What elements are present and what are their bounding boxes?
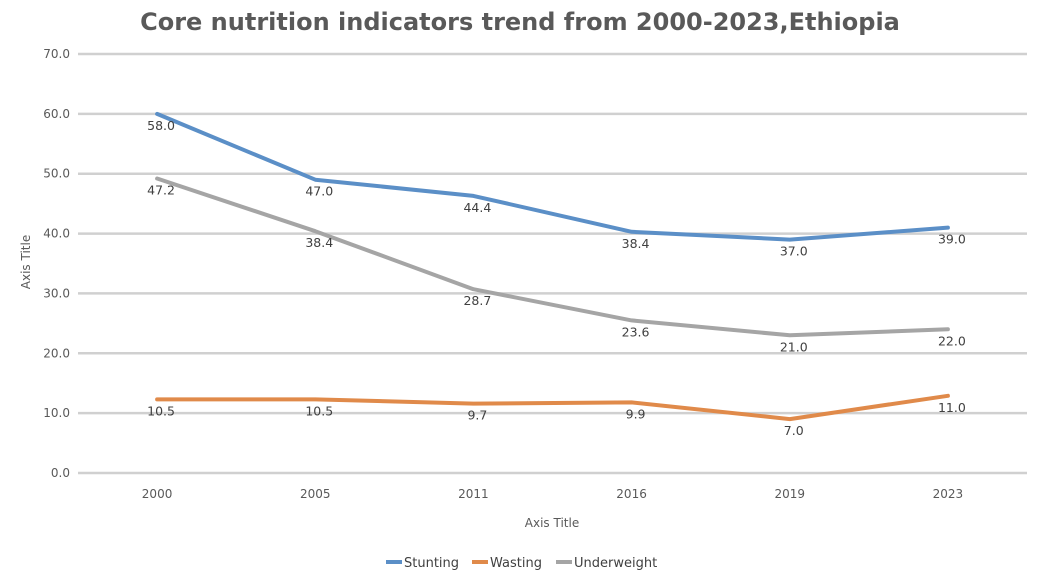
y-axis-title: Axis Title [19, 235, 33, 289]
data-label: 22.0 [938, 333, 966, 348]
data-label: 23.6 [622, 324, 650, 339]
data-labels: 58.0 47.0 44.4 38.4 37.0 39.0 10.5 10.5 9.7 9.9 7.… [147, 118, 966, 438]
series-lines [155, 111, 950, 422]
x-tick-label: 2000 [142, 487, 173, 501]
data-label: 10.5 [305, 403, 333, 418]
x-tick-label: 2016 [616, 487, 647, 501]
series-line-underweight [155, 176, 950, 338]
y-tick-label: 0.0 [51, 466, 70, 480]
x-tick-label: 2011 [458, 487, 489, 501]
chart-title: Core nutrition indicators trend from 200… [140, 8, 900, 36]
legend-label-stunting: Stunting [404, 556, 459, 571]
x-axis-title: Axis Title [525, 516, 579, 530]
data-label: 39.0 [938, 232, 966, 247]
data-label: 10.5 [147, 403, 175, 418]
gridlines [78, 52, 1027, 475]
legend-label-wasting: Wasting [490, 556, 542, 571]
legend: Stunting Wasting Underweight [386, 556, 657, 571]
y-tick-label: 40.0 [43, 227, 70, 241]
y-tick-label: 50.0 [43, 167, 70, 181]
x-tick-label: 2019 [774, 487, 805, 501]
data-label: 47.0 [305, 184, 333, 199]
y-tick-label: 30.0 [43, 286, 70, 300]
data-label: 47.2 [147, 183, 175, 198]
y-axis-ticks: 0.0 10.0 20.0 30.0 40.0 50.0 60.0 70.0 [43, 47, 70, 480]
data-label: 58.0 [147, 118, 175, 133]
data-label: 7.0 [784, 423, 804, 438]
x-axis-ticks: 2000 2005 2011 2016 2019 2023 [142, 487, 963, 501]
x-tick-label: 2005 [300, 487, 331, 501]
data-label: 37.0 [780, 244, 808, 259]
y-tick-label: 70.0 [43, 47, 70, 61]
data-label: 21.0 [780, 339, 808, 354]
y-tick-label: 20.0 [43, 346, 70, 360]
data-label: 28.7 [463, 293, 491, 308]
y-tick-label: 10.0 [43, 406, 70, 420]
series-line-wasting [155, 393, 950, 422]
x-tick-label: 2023 [933, 487, 964, 501]
data-label: 9.7 [467, 408, 487, 423]
series-line-stunting [155, 111, 950, 242]
data-label: 44.4 [463, 200, 491, 215]
y-tick-label: 60.0 [43, 107, 70, 121]
data-label: 38.4 [622, 236, 650, 251]
data-label: 38.4 [305, 235, 333, 250]
data-label: 9.9 [626, 406, 646, 421]
legend-label-underweight: Underweight [574, 556, 657, 571]
data-label: 11.0 [938, 400, 966, 415]
